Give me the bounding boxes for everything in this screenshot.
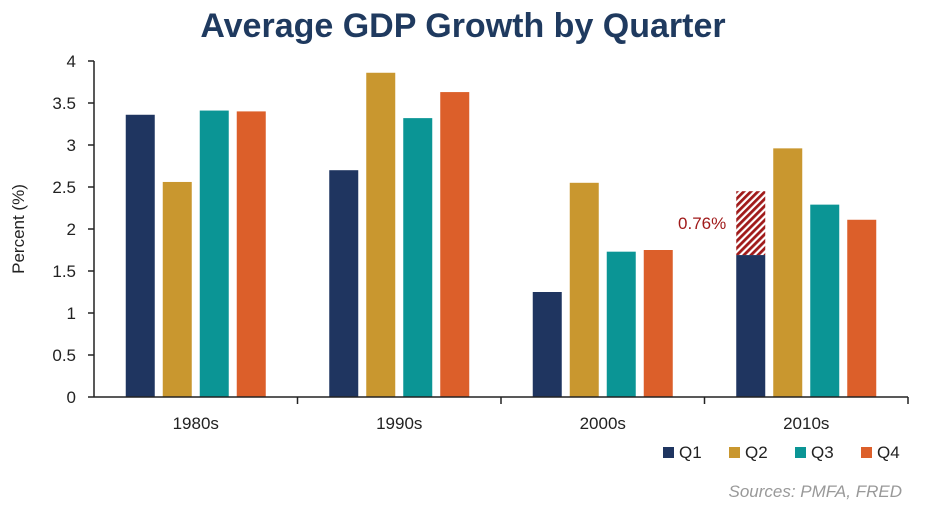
- y-tick-label: 4: [67, 52, 76, 71]
- bar-q1-2000s: [532, 292, 562, 397]
- bar-q1-1980s: [125, 114, 155, 397]
- y-axis: 0 0.5 1 1.5 2 2.5 3 3.5 4: [52, 52, 94, 407]
- legend-swatch-q1: [663, 447, 674, 458]
- bars: [125, 72, 877, 398]
- y-tick-label: 3.5: [52, 94, 76, 113]
- legend-label-q3: Q3: [811, 443, 834, 462]
- bar-q2-1990s: [366, 72, 396, 397]
- bar-q4-1980s: [236, 111, 266, 398]
- legend-label-q4: Q4: [877, 443, 900, 462]
- y-axis-label: Percent (%): [9, 184, 28, 274]
- y-tick-label: 3: [67, 136, 76, 155]
- bar-q4-2010s: [847, 219, 877, 397]
- legend-label-q1: Q1: [679, 443, 702, 462]
- legend-swatch-q4: [861, 447, 872, 458]
- x-axis: 1980s 1990s 2000s 2010s: [173, 397, 909, 433]
- y-tick-label: 0: [67, 388, 76, 407]
- annotation: 0.76%: [678, 191, 766, 256]
- legend: Q1 Q2 Q3 Q4: [663, 443, 900, 462]
- y-tick-label: 1.5: [52, 262, 76, 281]
- y-tick-label: 0.5: [52, 346, 76, 365]
- bar-q3-1990s: [403, 118, 433, 398]
- legend-label-q2: Q2: [745, 443, 768, 462]
- bar-q2-2000s: [569, 182, 599, 397]
- bar-q4-2000s: [643, 250, 673, 397]
- source-note: Sources: PMFA, FRED: [729, 482, 903, 501]
- bar-q2-1980s: [162, 181, 192, 397]
- chart-title: Average GDP Growth by Quarter: [200, 7, 725, 45]
- y-tick-label: 2: [67, 220, 76, 239]
- y-tick-label: 2.5: [52, 178, 76, 197]
- x-tick-label: 1980s: [173, 414, 219, 433]
- y-tick-label: 1: [67, 304, 76, 323]
- legend-swatch-q2: [729, 447, 740, 458]
- annotation-label: 0.76%: [678, 214, 726, 233]
- annotation-hatched-bar: [736, 191, 766, 256]
- bar-q1-2010s: [736, 255, 766, 397]
- bar-q1-1990s: [329, 170, 359, 397]
- x-tick-label: 2010s: [783, 414, 829, 433]
- bar-q3-2000s: [606, 251, 636, 397]
- bar-q2-2010s: [773, 148, 803, 397]
- bar-q3-1980s: [199, 110, 229, 397]
- bar-q3-2010s: [810, 204, 840, 397]
- x-tick-label: 2000s: [580, 414, 626, 433]
- bar-q4-1990s: [440, 92, 470, 397]
- x-tick-label: 1990s: [376, 414, 422, 433]
- legend-swatch-q3: [795, 447, 806, 458]
